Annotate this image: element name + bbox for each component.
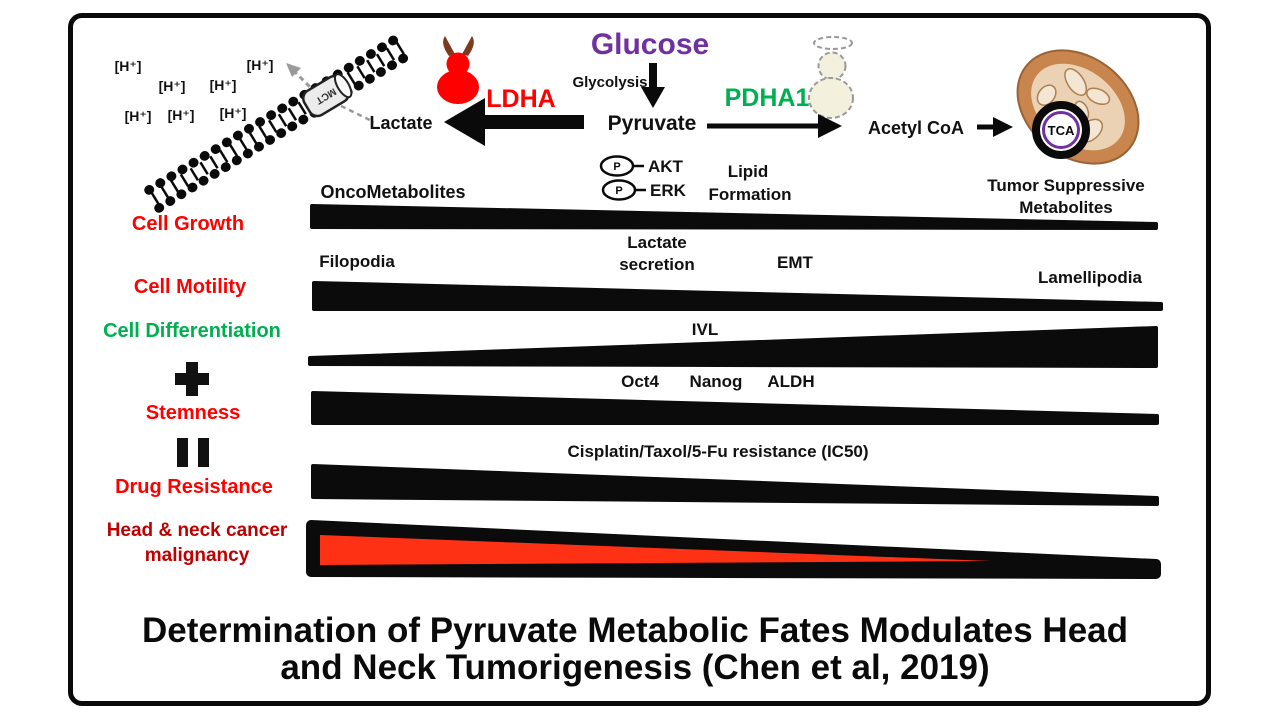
annotation-oct4: Oct4 [621,372,659,391]
acetyl-coa-arrow [977,117,1013,137]
row-label-cell-growth: Cell Growth [131,213,245,235]
pdha1-arrow [707,114,842,138]
tca-cycle-badge: TCA [1032,101,1090,159]
annotation-emt: EMT [777,253,813,272]
wedge-malignancy [306,520,1161,579]
pyruvate-label: Pyruvate [607,112,697,135]
annotation-oncometabolites: OncoMetabolites [320,182,466,202]
row-label-cell-differentiation: Cell Differentiation [103,320,281,342]
p-label: P [613,161,620,173]
annotation-nanog: Nanog [689,372,743,391]
wedge-stemness [311,391,1159,425]
row-label-stemness: Stemness [145,402,241,424]
equals-operator-icon [177,438,209,467]
plus-operator-icon [175,362,209,396]
wedge-cell-growth [310,204,1158,230]
tumor-suppressive-label: Metabolites [1019,198,1113,217]
angel-icon [808,36,854,119]
devil-icon [437,36,479,104]
figure-title-line2: and Neck Tumorigenesis (Chen et al, 2019… [280,648,990,687]
phospho-akt-badge: P [599,155,644,177]
glycolysis-label: Glycolysis [572,74,648,91]
mitochondria-icon: TCA [1016,49,1140,165]
h-ion-label: [H⁺] [158,78,186,94]
tca-label: TCA [1048,123,1075,138]
annotation-filopodia: Filopodia [319,252,395,271]
wedge-cell-differentiation [308,326,1158,368]
annotation-drug-resistance-ic50: Cisplatin/Taxol/5-Fu resistance (IC50) [567,442,869,461]
glucose-label: Glucose [590,28,710,61]
row-label-malignancy: Head & neck cancer [106,520,288,541]
tumor-suppressive-label: Tumor Suppressive [987,176,1145,195]
row-label-malignancy: malignancy [144,545,250,566]
erk-label: ERK [650,181,686,200]
row-label-drug-resistance: Drug Resistance [115,476,273,498]
ldha-label: LDHA [486,85,556,113]
akt-label: AKT [648,157,683,176]
phospho-erk-badge: P [601,179,646,201]
figure-title: Determination of Pyruvate Metabolic Fate… [80,612,1190,686]
p-label: P [615,185,622,197]
h-ion-label: [H⁺] [209,77,237,93]
acetyl-coa-label: Acetyl CoA [867,118,965,138]
annotation-ivl: IVL [691,320,719,339]
lactate-label: Lactate [369,113,433,133]
lipid-formation-label: Lipid [727,162,769,181]
annotation-lactate-secretion: Lactate [627,233,687,252]
h-ion-label: [H⁺] [219,105,247,121]
annotation-aldh: ALDH [767,372,815,391]
ldha-arrow [444,98,584,146]
h-ion-label: [H⁺] [124,108,152,124]
wedge-cell-motility [312,281,1163,311]
figure-title-line1: Determination of Pyruvate Metabolic Fate… [141,611,1129,650]
annotation-lactate-secretion: secretion [619,255,695,274]
wedge-drug-resistance [311,464,1159,506]
wedge-malignancy-fill [320,535,991,565]
mct-transporter: MCT [302,73,353,118]
h-ion-label: [H⁺] [167,107,195,123]
h-ion-label: [H⁺] [114,58,142,74]
glycolysis-arrow [641,63,665,108]
h-ion-label: [H⁺] [246,57,274,73]
lipid-bilayer-icon [144,30,417,213]
row-label-cell-motility: Cell Motility [133,276,247,298]
annotation-lamellipodia: Lamellipodia [1038,268,1142,287]
pdha1-label: PDHA1 [724,84,810,112]
lipid-formation-label: Formation [708,185,792,204]
